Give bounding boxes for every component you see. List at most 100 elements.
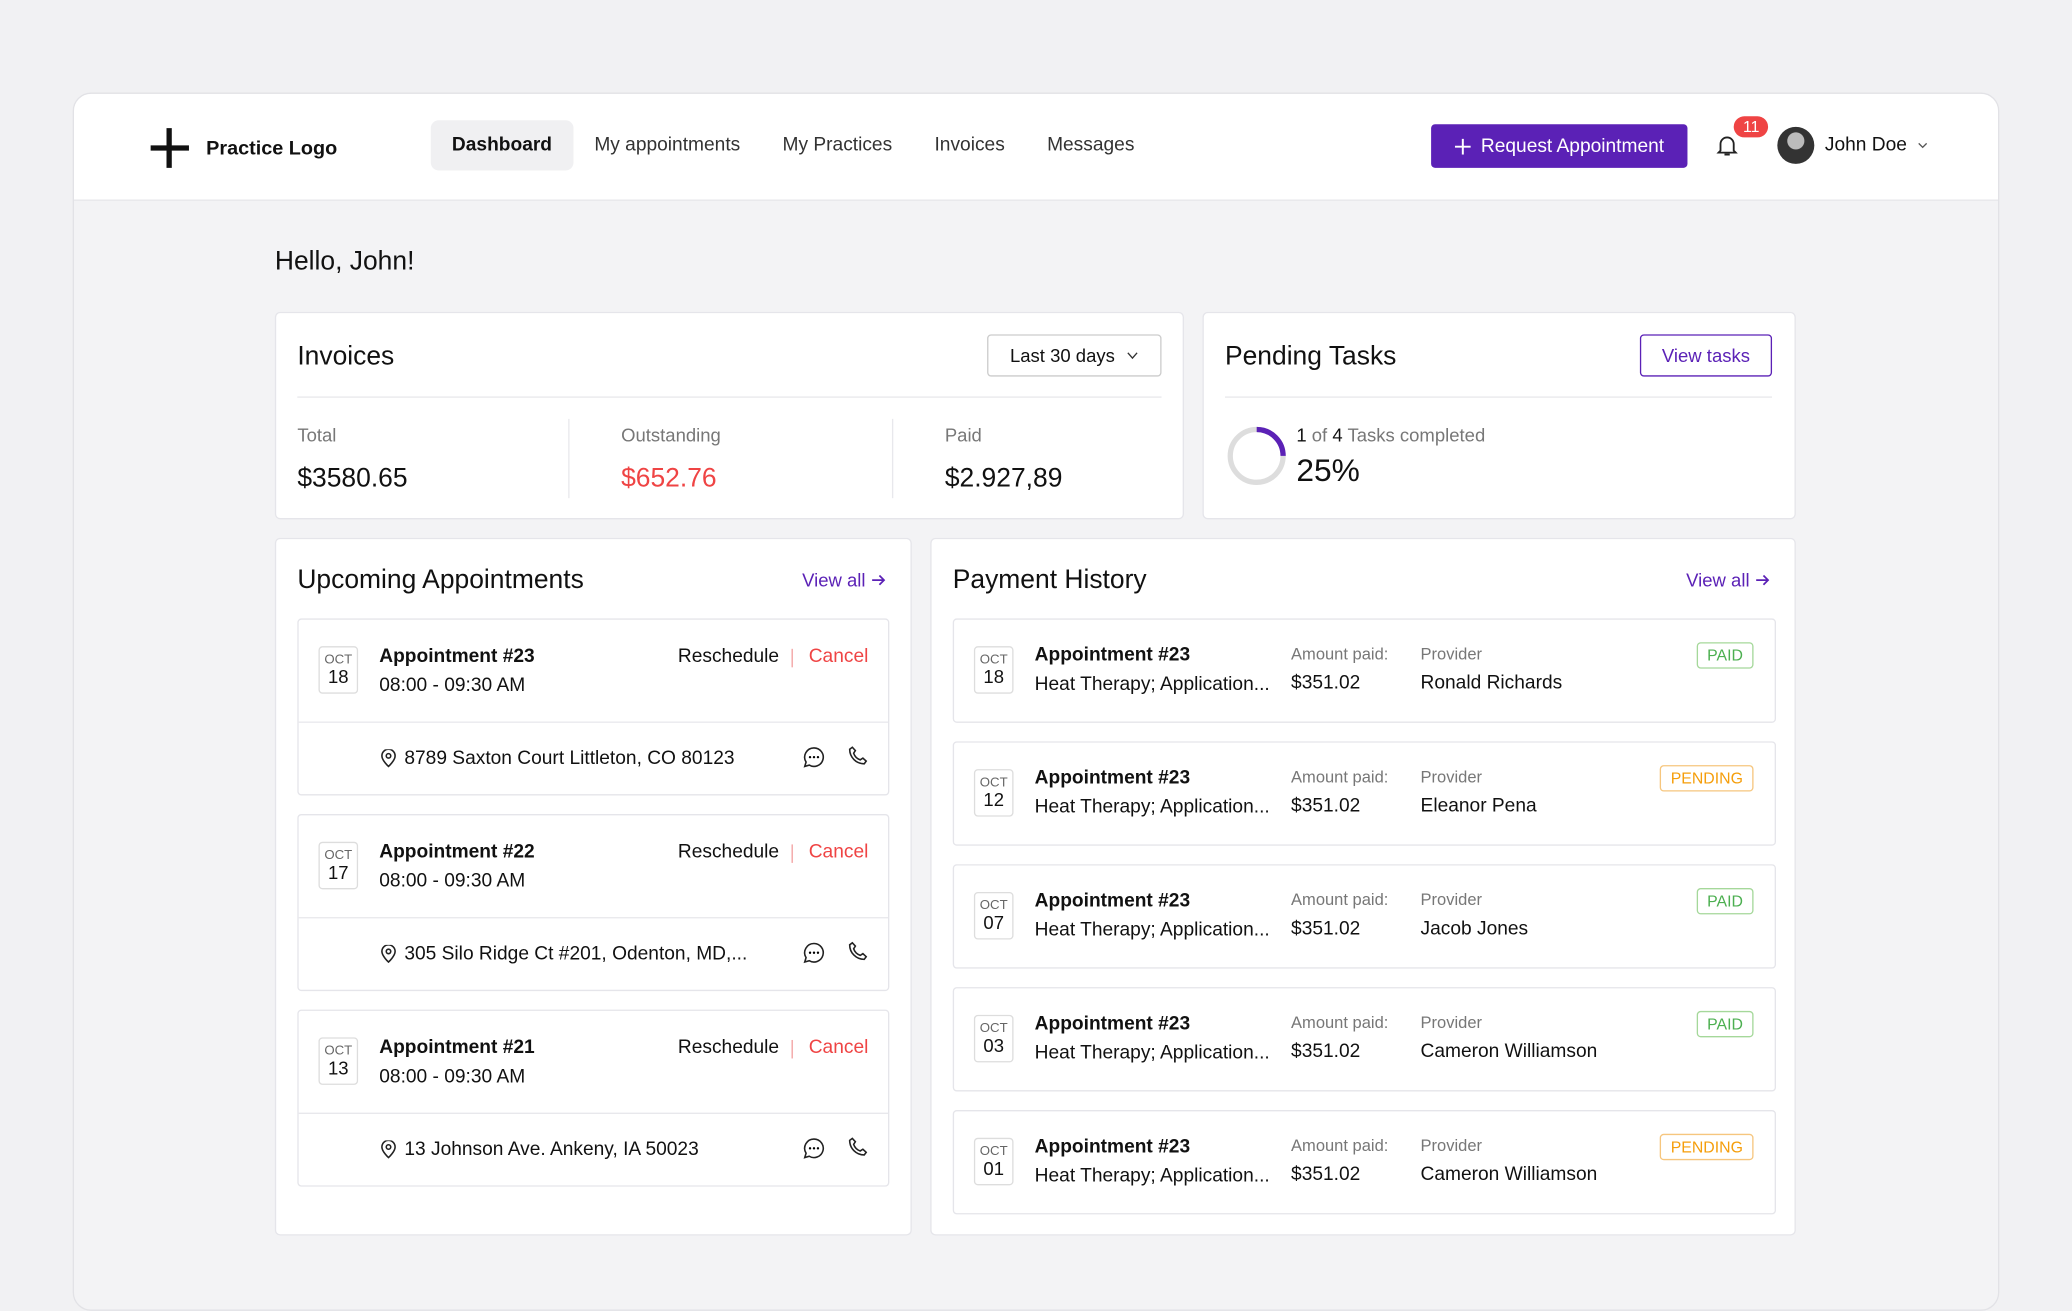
cancel[interactable]: Cancel <box>808 646 869 668</box>
avatar <box>1777 126 1815 164</box>
view-all[interactable]: View all <box>802 570 887 591</box>
month: OCT <box>979 1144 1008 1159</box>
greeting: Hello, John! <box>274 247 415 277</box>
amount-label: Amount paid: <box>1291 890 1389 910</box>
amount: $351.02 <box>1291 672 1361 694</box>
payments-title: Payment History <box>952 565 1147 595</box>
chat-icon <box>803 1138 825 1159</box>
nav-link[interactable]: My Practices <box>782 134 893 156</box>
tasks-title: Pending Tasks <box>1224 342 1397 372</box>
cancel[interactable]: Cancel <box>808 1037 869 1059</box>
pin-icon <box>381 749 396 768</box>
arrow-icon <box>872 574 886 586</box>
progress-ring <box>1227 426 1286 485</box>
reschedule[interactable]: Reschedule <box>677 1037 780 1059</box>
address: 13 Johnson Ave. Ankeny, IA 50023 <box>379 1139 756 1160</box>
provider-label: Provider <box>1420 1013 1483 1033</box>
appointment-name: Appointment #22 <box>379 841 535 863</box>
stat-value: $652.76 <box>621 463 717 493</box>
month: OCT <box>324 652 353 668</box>
day: 13 <box>327 1057 349 1079</box>
arrow-icon <box>1756 574 1770 586</box>
nav-link[interactable]: Dashboard <box>430 120 574 171</box>
day: 18 <box>983 666 1004 688</box>
payment-item: OCT 12 Appointment #23 Heat Therapy; Applic… <box>952 741 1777 846</box>
chat-button[interactable] <box>802 1136 826 1166</box>
service: Heat Therapy; Application... <box>1034 1042 1270 1064</box>
provider-label: Provider <box>1420 1136 1483 1155</box>
service: Heat Therapy; Application... <box>1034 796 1270 818</box>
divider <box>891 418 894 499</box>
chat-button[interactable] <box>802 745 826 775</box>
date: OCT 03 <box>973 1014 1014 1063</box>
amount: $351.02 <box>1291 795 1361 817</box>
amount: $351.02 <box>1291 918 1361 940</box>
amount-label: Amount paid: <box>1291 767 1389 787</box>
stat-label: Outstanding <box>621 424 721 446</box>
view-all[interactable]: View all <box>1686 570 1771 591</box>
nav-link[interactable]: Invoices <box>934 134 1005 156</box>
page: Practice Logo Dashboard My appointments My … <box>72 92 2000 1311</box>
divider <box>568 418 570 499</box>
bell-icon <box>1716 136 1738 156</box>
service: Heat Therapy; Application... <box>1034 919 1270 941</box>
payment-name: Appointment #23 <box>1034 1136 1191 1158</box>
day: 12 <box>983 788 1004 811</box>
appointments-title: Upcoming Appointments <box>297 565 584 595</box>
payment-item: OCT 03 Appointment #23 Heat Therapy; Applic… <box>952 987 1777 1092</box>
divider <box>298 917 889 919</box>
tasks-caption: 1 of 4 Tasks completed <box>1296 424 1485 445</box>
call-button[interactable] <box>847 745 868 773</box>
pin-icon <box>381 1140 396 1159</box>
reschedule[interactable]: Reschedule <box>677 646 780 668</box>
day: 18 <box>327 666 349 688</box>
date: OCT 07 <box>973 891 1014 940</box>
separator <box>791 844 793 863</box>
call-button[interactable] <box>847 941 868 969</box>
address-text: 305 Silo Ridge Ct #201, Odenton, MD,... <box>404 943 748 965</box>
month: OCT <box>979 1021 1008 1037</box>
view-tasks[interactable]: View tasks <box>1639 334 1773 377</box>
stat-value: $2.927,89 <box>944 463 1063 493</box>
month: OCT <box>324 848 353 863</box>
payment-name: Appointment #23 <box>1034 767 1191 789</box>
plus-icon <box>1454 138 1471 154</box>
nav-link[interactable]: My appointments <box>594 134 741 156</box>
bell[interactable] <box>1716 133 1738 163</box>
phone-icon <box>848 941 868 961</box>
reschedule[interactable]: Reschedule <box>677 841 780 863</box>
amount: $351.02 <box>1291 1164 1361 1186</box>
nav-link[interactable]: Messages <box>1047 134 1135 156</box>
appointment-name: Appointment #21 <box>379 1037 535 1059</box>
provider: Eleanor Pena <box>1420 795 1537 817</box>
user-menu[interactable]: John Doe <box>1777 126 1928 164</box>
amount-label: Amount paid: <box>1291 1136 1389 1155</box>
invoices-title: Invoices <box>297 342 395 372</box>
separator <box>791 1039 793 1059</box>
request-button[interactable]: Request Appointment <box>1431 124 1688 168</box>
of: of <box>1311 424 1328 446</box>
appointment-time: 08:00 - 09:30 AM <box>379 870 526 892</box>
cancel[interactable]: Cancel <box>808 841 869 863</box>
date: OCT 17 <box>318 841 359 890</box>
nav: Dashboard My appointments My Practices Invo… <box>430 120 1156 171</box>
pin-icon <box>381 944 396 964</box>
done: 1 <box>1296 424 1307 446</box>
provider: Cameron Williamson <box>1420 1041 1598 1063</box>
amount-label: Amount paid: <box>1291 1013 1389 1033</box>
payment-item: OCT 01 Appointment #23 Heat Therapy; Applic… <box>952 1110 1777 1215</box>
user-name: John Doe <box>1824 134 1907 156</box>
separator <box>791 648 793 668</box>
call-button[interactable] <box>847 1136 868 1164</box>
filter[interactable]: Last 30 days <box>987 334 1162 377</box>
phone-icon <box>848 746 868 765</box>
date: OCT 18 <box>318 646 359 694</box>
provider: Cameron Williamson <box>1420 1164 1598 1186</box>
chat-button[interactable] <box>802 941 826 971</box>
address: 305 Silo Ridge Ct #201, Odenton, MD,... <box>379 944 756 965</box>
appointment-time: 08:00 - 09:30 AM <box>379 675 526 697</box>
appointment-item: OCT 17 Appointment #22 08:00 - 09:30 AM Resc… <box>297 814 890 992</box>
stat-label: Paid <box>944 424 982 446</box>
payment-item: OCT 07 Appointment #23 Heat Therapy; Applic… <box>952 864 1777 969</box>
address: 8789 Saxton Court Littleton, CO 80123 <box>379 748 756 769</box>
